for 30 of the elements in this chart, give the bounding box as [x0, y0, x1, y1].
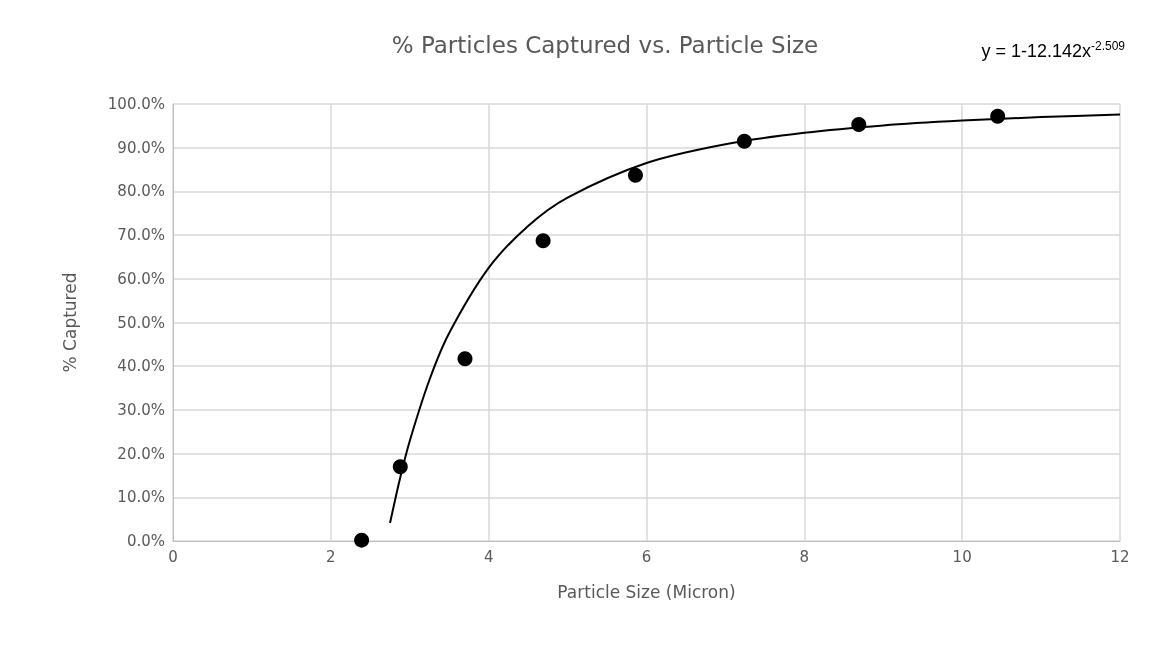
y-tick-label: 60.0% — [117, 269, 165, 288]
y-axis-title: % Captured — [59, 272, 80, 373]
point — [736, 133, 752, 149]
y-tick-label: 90.0% — [117, 138, 165, 157]
y-tick-label: 70.0% — [117, 226, 165, 245]
x-tick-label: 2 — [326, 547, 336, 566]
point — [851, 117, 867, 133]
x-tick-label: 4 — [483, 547, 494, 566]
point — [457, 351, 473, 367]
y-tick-label: 80.0% — [117, 182, 165, 201]
point — [392, 459, 408, 475]
point — [354, 532, 370, 548]
chart-title: % Particles Captured vs. Particle Size — [391, 31, 819, 58]
y-tick-label: 20.0% — [117, 444, 165, 463]
y-tick-label: 30.0% — [117, 400, 165, 419]
y-tick-label: 50.0% — [117, 313, 165, 332]
x-tick-label: 6 — [641, 547, 652, 566]
point — [535, 233, 551, 249]
y-tick-label: 40.0% — [117, 357, 165, 376]
x-axis-title: Particle Size (Micron) — [557, 581, 736, 602]
x-tick-label: 10 — [952, 547, 972, 566]
y-tick-label: 10.0% — [117, 488, 165, 507]
line-series — [389, 113, 1121, 525]
point — [627, 167, 643, 183]
point — [990, 108, 1006, 124]
x-tick-label: 12 — [1110, 547, 1130, 566]
y-tick-label: 100.0% — [107, 95, 165, 113]
y-tick-label: 0.0% — [126, 532, 165, 550]
x-tick-label: 0 — [168, 547, 178, 566]
x-tick-label: 8 — [799, 547, 810, 566]
